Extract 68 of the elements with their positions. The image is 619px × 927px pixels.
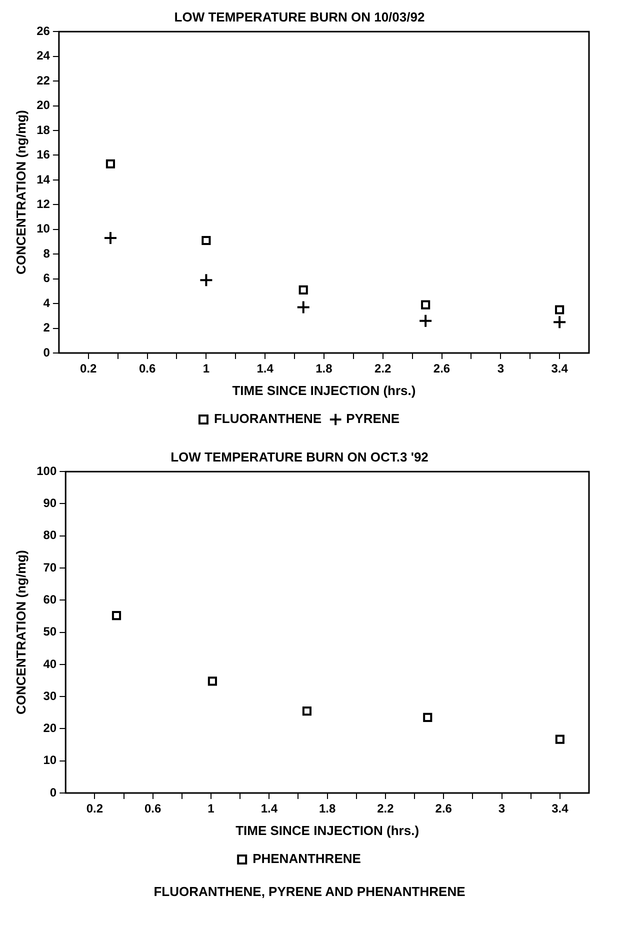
chart-title: LOW TEMPERATURE BURN ON OCT.3 '92 [170,449,428,464]
x-tick-label: 1.8 [318,802,336,816]
legend-label: PYRENE [346,411,400,426]
y-tick-label: 12 [36,196,50,211]
x-tick-label: 3 [498,802,506,816]
x-tick-label: 1 [202,362,210,376]
point [208,676,217,686]
y-tick-label: 4 [43,296,50,310]
y-tick-label: 14 [36,172,50,186]
point [421,300,430,310]
x-axis-title: TIME SINCE INJECTION (hrs.) [236,822,420,838]
y-axis-title: CONCENTRATION (ng/mg) [13,550,28,715]
y-tick-label: 80 [43,528,57,542]
x-tick-label: 3 [497,362,504,376]
y-tick-label: 22 [36,73,50,88]
legend-label: PHENANTHRENE [252,851,362,866]
y-axis-title: CONCENTRATION (ng/mg) [13,110,28,275]
x-axis-title: TIME SINCE INJECTION (hrs.) [232,382,416,398]
x-tick-label: 0.6 [138,362,156,376]
point [555,305,564,314]
point [555,734,564,744]
y-tick-label: 70 [43,560,57,574]
point [106,159,116,168]
x-tick-label: 1 [208,802,215,816]
x-tick-label: 1.8 [316,362,333,376]
y-tick-label: 20 [43,721,57,736]
y-tick-label: 20 [36,98,50,112]
point [418,314,433,328]
point [298,285,308,294]
y-tick-label: 40 [43,656,57,671]
legend-label: FLUORANTHENE [214,411,322,426]
x-tick-label: 1.4 [260,802,278,816]
x-tick-label: 0.6 [144,802,162,816]
y-tick-label: 8 [43,246,50,260]
y-tick-label: 6 [43,271,50,286]
text: FLUORANTHENE, PYRENE AND PHENANTHRENE [152,884,466,899]
point [423,712,432,722]
point [112,611,122,620]
x-tick-label: 2.6 [435,802,452,816]
y-tick-label: 100 [36,464,57,478]
y-tick-label: 18 [36,122,50,137]
y-tick-label: 0 [43,345,50,360]
y-tick-label: 26 [36,24,50,38]
y-tick-label: 10 [36,222,50,236]
point [302,706,312,716]
x-tick-label: 2.6 [433,362,450,376]
x-tick-label: 3.4 [551,362,568,376]
y-tick-label: 30 [43,688,57,703]
x-tick-label: 1.4 [256,362,274,376]
y-tick-label: 90 [43,496,57,510]
y-tick-label: 10 [43,753,57,768]
point [199,273,214,288]
y-tick-label: 24 [36,48,50,63]
point [103,231,118,246]
x-tick-label: 2.2 [377,802,394,816]
point [552,315,567,330]
y-tick-label: 0 [50,785,57,800]
y-tick-label: 16 [36,148,50,162]
y-tick-label: 2 [43,320,50,335]
x-tick-label: 0.2 [80,362,98,376]
x-tick-label: 2.2 [374,362,392,376]
x-tick-label: 0.2 [86,802,104,816]
y-tick-label: 60 [43,592,57,606]
chart-title: LOW TEMPERATURE BURN ON 10/03/92 [174,9,425,24]
y-tick-label: 50 [43,624,57,639]
point [296,300,310,314]
point [202,236,211,246]
x-tick-label: 3.4 [552,802,569,816]
